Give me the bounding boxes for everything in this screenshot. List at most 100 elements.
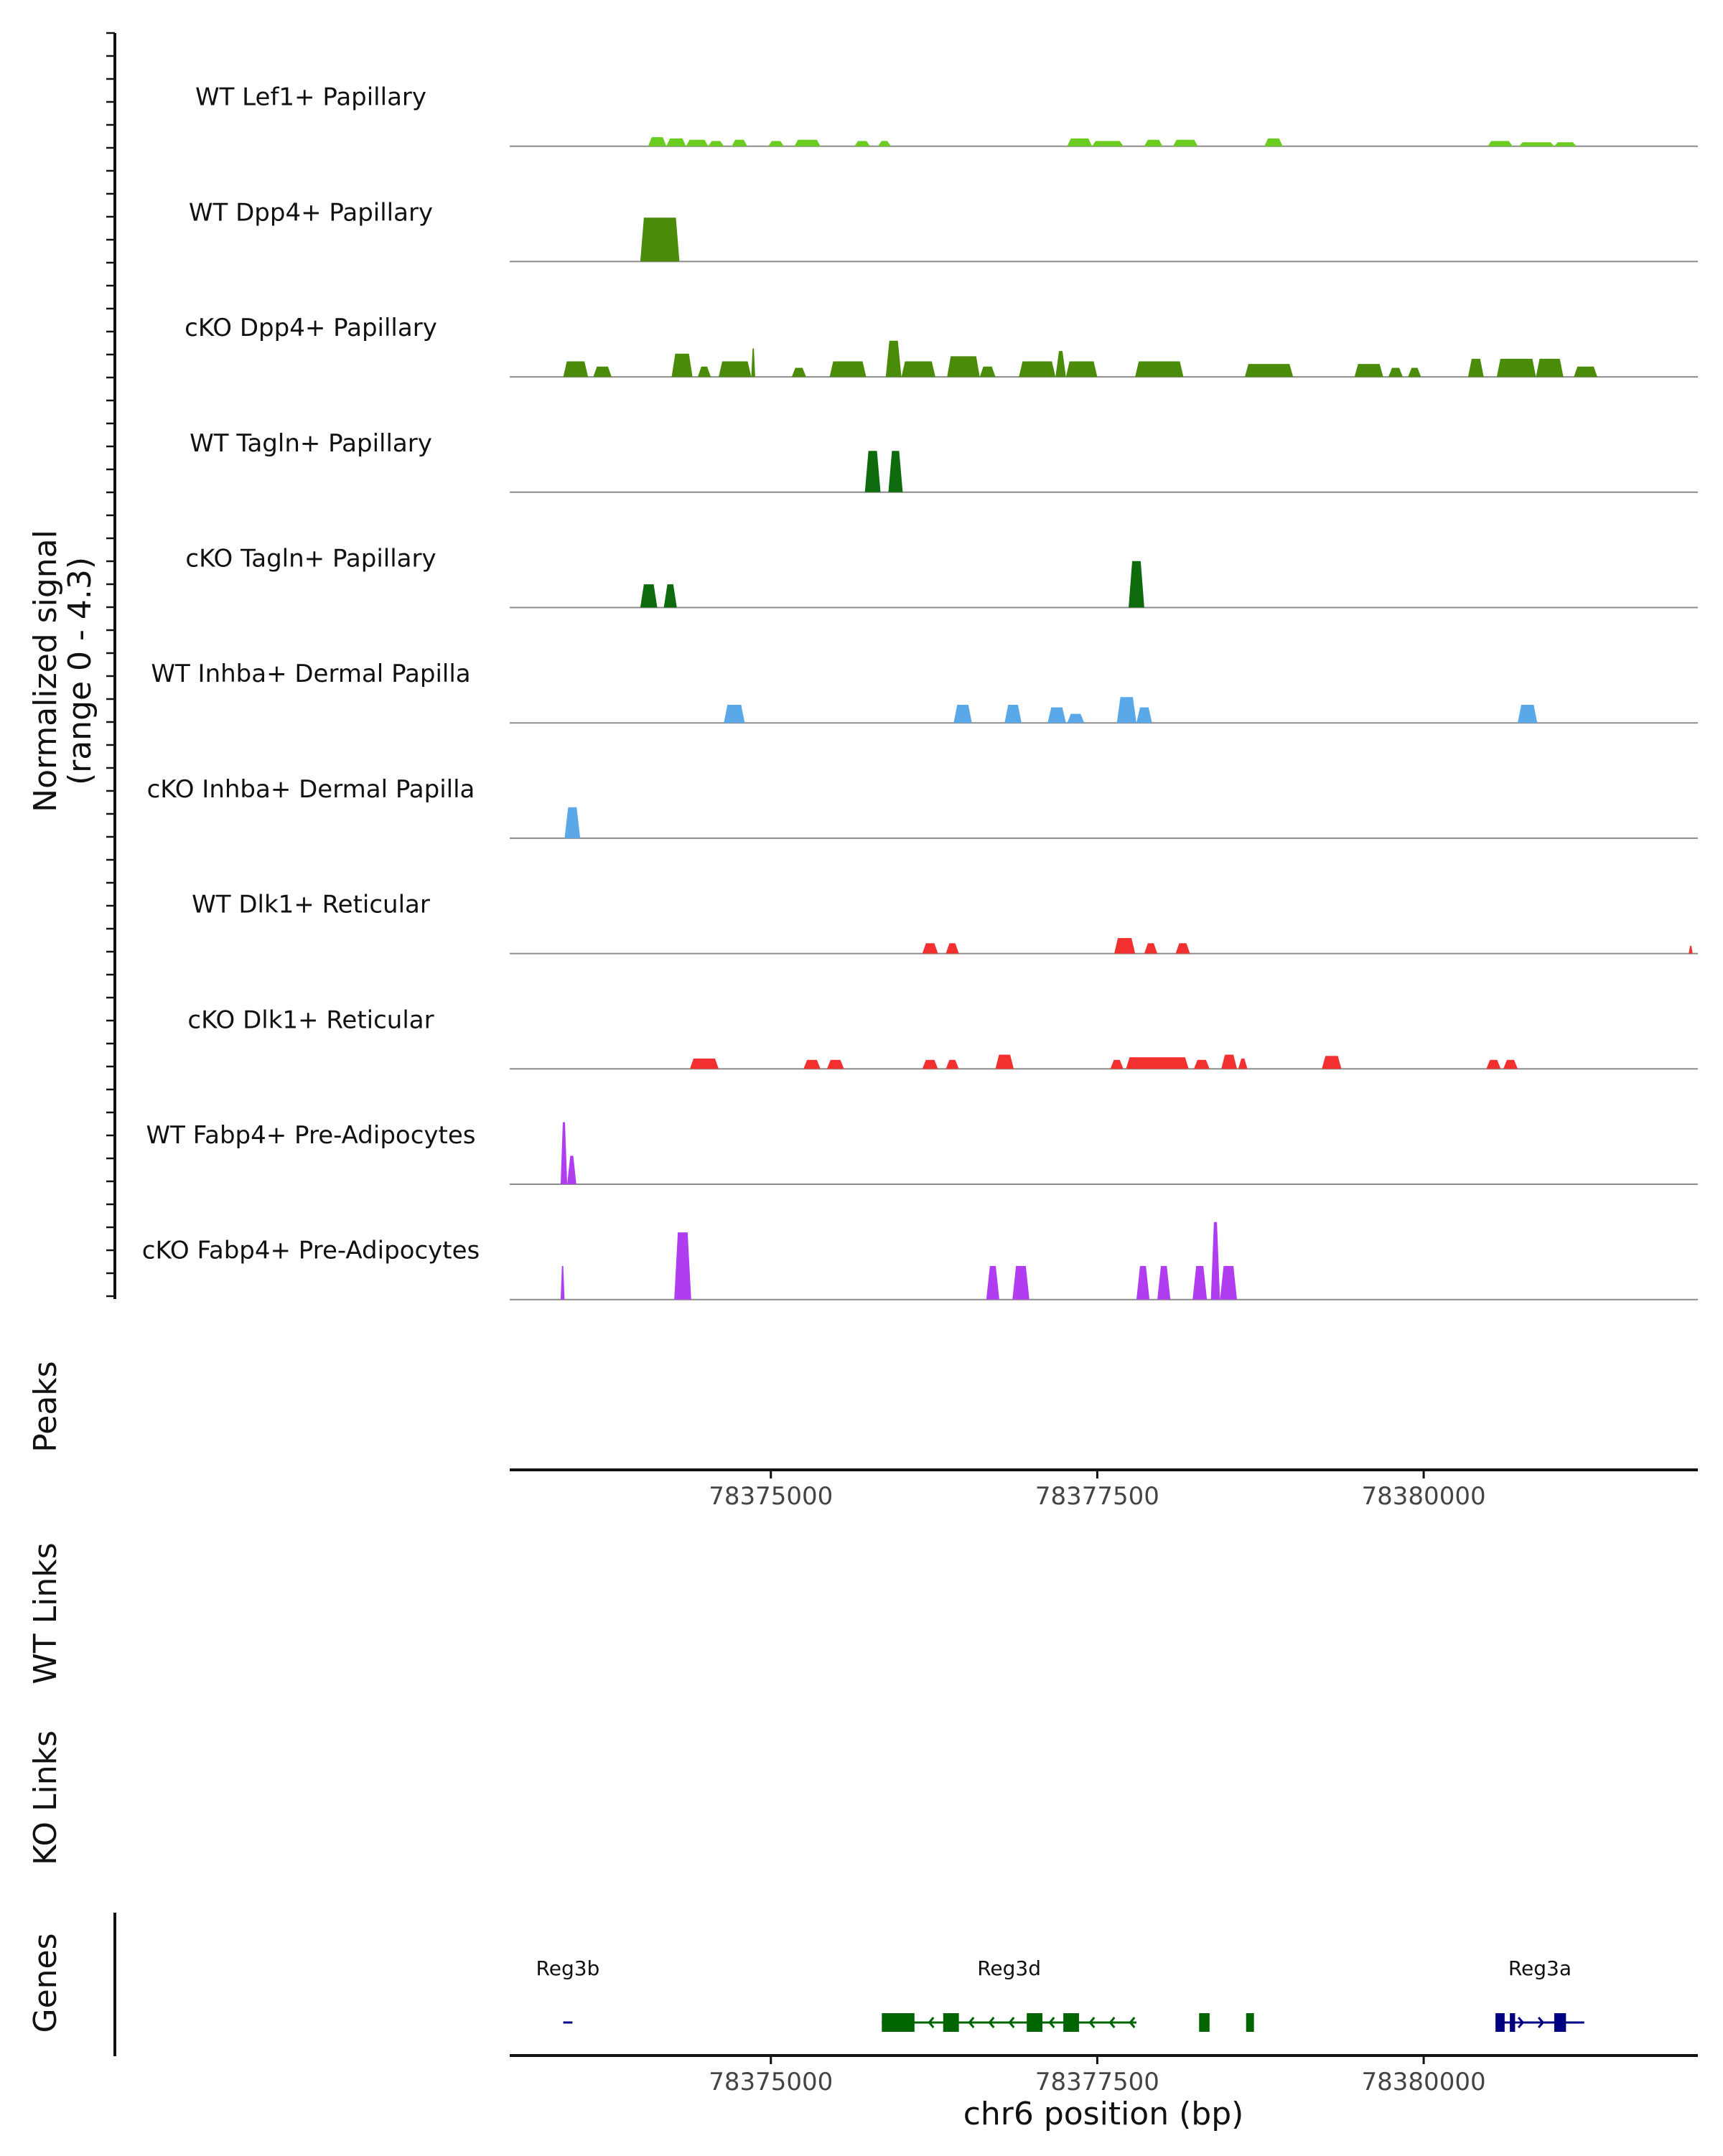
track-label: WT Tagln+ Papillary [190,429,432,458]
signal-peak [1467,358,1484,378]
signal-peak [1157,1265,1171,1300]
gene-reg3a: Reg3a [1495,1956,1584,2032]
signal-peak [1518,705,1538,723]
signal-peak [791,367,806,378]
signal-peak [864,451,881,492]
signal-peak [854,141,870,146]
signal-peak [1019,361,1056,378]
signal-peak [794,139,821,146]
gene-exon [943,2013,959,2032]
signal-peak [648,137,667,146]
gene-name: Reg3a [1508,1956,1572,1980]
signal-peak [1221,1054,1238,1069]
signal-peak [1264,138,1283,146]
x-tick-label: 78377500 [1035,1482,1159,1511]
signal-peak [1172,139,1198,146]
track-label: cKO Dpp4+ Papillary [185,314,437,342]
signal-peak [1518,142,1554,146]
x-tick-label: 78375000 [709,2068,833,2096]
signal-peak [1004,705,1022,723]
signal-peak [686,139,709,146]
strand-arrow [988,2017,995,2028]
signal-peak [560,1122,568,1184]
gene-exon [1027,2013,1043,2032]
strand-arrow [1088,2017,1096,2028]
signal-peak [1220,1265,1238,1300]
track-4: cKO Tagln+ Papillary [185,545,1698,609]
genes-x-axis: 78375000 78377500 78380000 [510,2054,1698,2096]
genes-track-label: Genes [27,1933,64,2033]
signal-peak [1136,707,1152,723]
signal-peak [674,1232,691,1300]
signal-peak [1144,943,1158,954]
wt-links-label: WT Links [27,1542,64,1684]
signal-peak [1496,358,1536,378]
signal-peak [671,353,693,378]
gene-exon [1246,2013,1254,2032]
signal-peak [1689,945,1693,954]
signal-peak [564,807,581,838]
strand-arrow [1108,2017,1116,2028]
gene-exon [1495,2013,1505,2032]
coverage-y-range: (range 0 - 4.3) [62,557,98,785]
signal-peak [1136,1265,1150,1300]
gene-reg3b: Reg3b [536,1956,599,2024]
strand-arrow [1537,2017,1545,2028]
track-label: cKO Dlk1+ Reticular [187,1006,434,1034]
signal-peak [901,361,935,378]
signal-peak [1192,1265,1208,1300]
x-tick-label: 78380000 [1362,2068,1486,2096]
signal-peak [803,1059,821,1069]
track-7: WT Dlk1+ Reticular [192,891,1698,955]
signal-peak [1244,364,1294,378]
peaks-track-label: Peaks [27,1361,64,1452]
signal-peak [877,141,892,146]
signal-peak [1488,141,1513,146]
signal-peak [689,1058,719,1069]
signal-peak [995,1054,1014,1069]
signal-peak [945,1059,959,1069]
signal-peak [1110,1059,1124,1069]
strand-arrow [968,2017,975,2028]
x-tick-label: 78377500 [1035,2068,1159,2096]
signal-peak [979,366,996,378]
peaks-x-axis: 78375000 78377500 78380000 [510,1468,1698,1511]
signal-peak [567,1156,576,1184]
signal-peak [1503,1059,1518,1069]
genes-track: Reg3b Reg3d Reg3a [536,1956,1584,2032]
track-0: WT Lef1+ Papillary [195,83,1698,147]
strand-arrow [1008,2017,1015,2028]
signal-peak [1065,361,1098,378]
signal-peak [888,451,903,492]
signal-peak [666,138,686,146]
signal-peak [947,356,980,378]
signal-peak [640,584,658,608]
signal-peak [1012,1265,1029,1300]
signal-peak [1486,1059,1501,1069]
track-5: WT Inhba+ Dermal Papilla [151,660,1698,724]
gene-reg3d: Reg3d [882,1956,1254,2032]
signal-peak [1135,361,1184,378]
signal-peak [1047,707,1066,723]
signal-peak [1354,364,1383,378]
signal-peak [1144,139,1163,146]
signal-peak [1067,138,1093,146]
signal-peak [751,348,755,378]
signal-peak [663,584,677,608]
track-label: cKO Inhba+ Dermal Papilla [147,775,475,804]
signal-peak [593,366,612,378]
track-label: WT Dlk1+ Reticular [192,891,430,919]
gene-exon [1199,2013,1210,2032]
signal-peak [1408,367,1421,378]
track-8: cKO Dlk1+ Reticular [187,1006,1698,1070]
coverage-y-label: Normalized signal [27,530,64,812]
signal-peak [1129,561,1144,608]
signal-peak [885,340,902,378]
x-axis-title: chr6 position (bp) [963,2096,1244,2132]
x-tick-label: 78380000 [1362,1482,1486,1511]
signal-peak [563,361,589,378]
track-label: WT Fabp4+ Pre-Adipocytes [146,1121,476,1150]
signal-peak [1126,1057,1189,1069]
signal-peak [922,1059,938,1069]
